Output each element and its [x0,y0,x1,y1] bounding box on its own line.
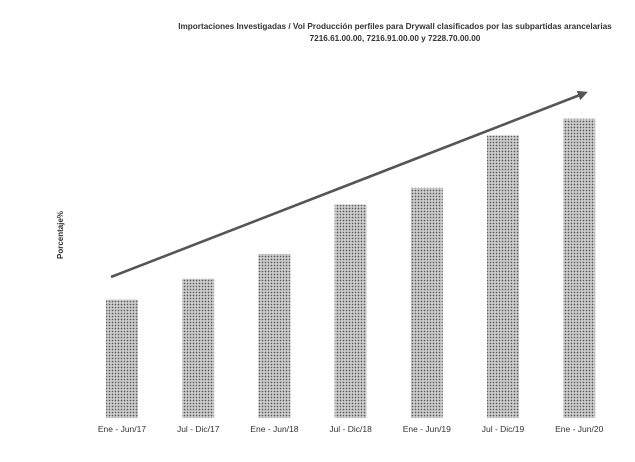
x-tick-label-1: Ene - Jun/17 [98,424,146,434]
x-tick-labels: Ene - Jun/17 Jul - Dic/17 Ene - Jun/18 Jul … [98,424,604,434]
x-tick-label-2: Jul - Dic/17 [177,424,220,434]
bar-5 [410,187,443,418]
bar-3 [258,254,291,418]
x-tick-label-5: Ene - Jun/19 [403,424,451,434]
chart-title: Importaciones Investigadas / Vol Producc… [178,22,612,31]
x-tick-label-6: Jul - Dic/19 [482,424,525,434]
x-tick-label-7: Ene - Jun/20 [555,424,603,434]
y-axis-label: Porcentaje% [56,211,65,259]
chart-subtitle: 7216.61.00.00, 7216.91.00.00 y 7228.70.0… [310,34,481,43]
x-tick-label-3: Ene - Jun/18 [250,424,298,434]
bar-2 [182,278,215,418]
bar-6 [487,135,519,418]
x-tick-label-4: Jul - Dic/18 [329,424,372,434]
bar-1 [106,299,138,418]
bars-group [106,118,596,418]
bar-7 [563,118,596,418]
bar-4 [334,204,367,418]
trend-arrow [110,90,588,279]
